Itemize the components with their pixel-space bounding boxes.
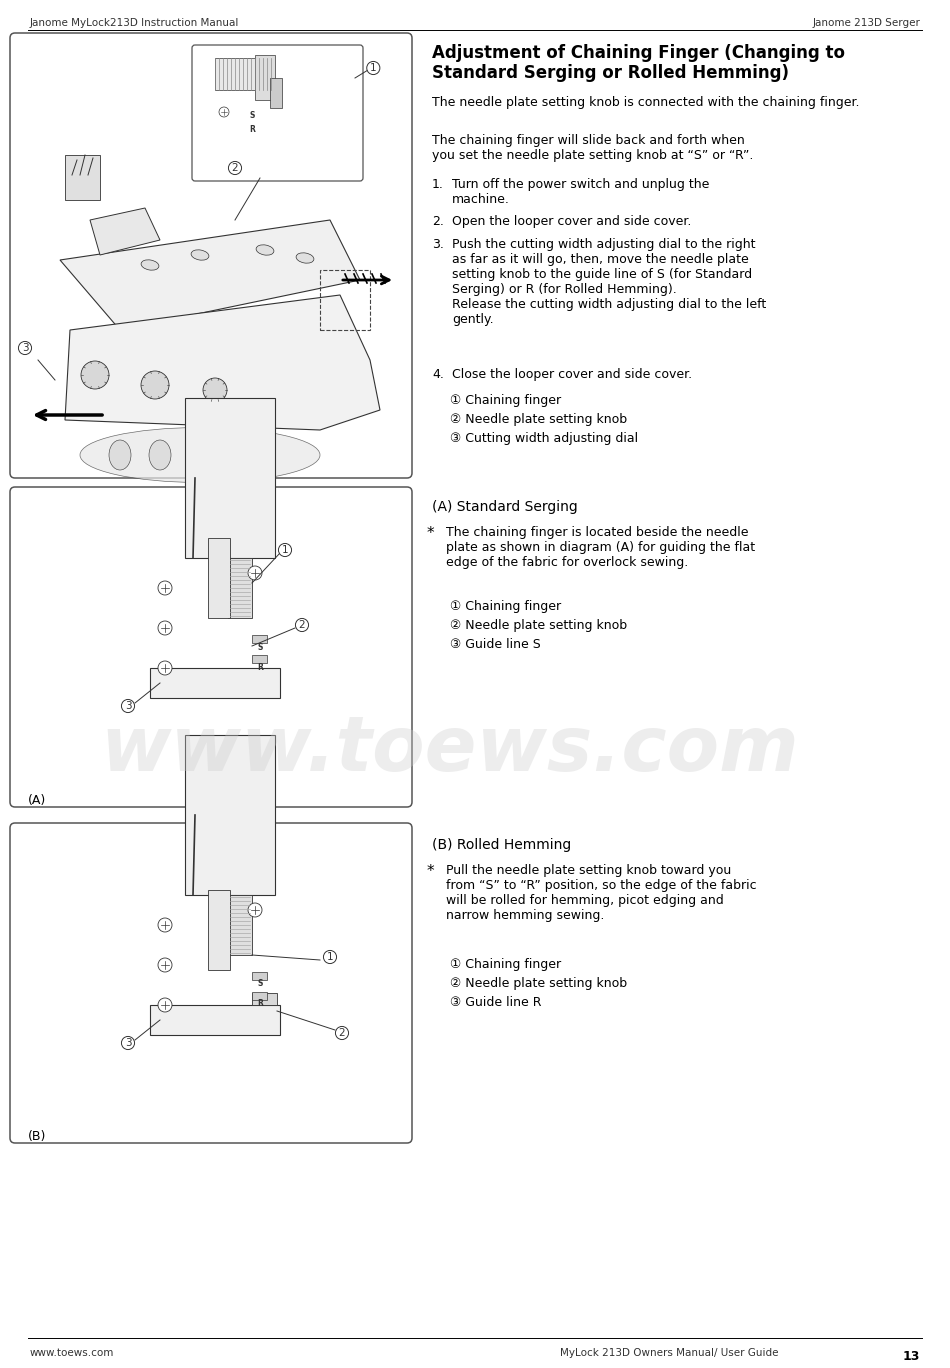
Text: www.toews.com: www.toews.com bbox=[30, 1347, 114, 1358]
Bar bbox=[185, 735, 275, 895]
Circle shape bbox=[248, 903, 262, 917]
Text: *: * bbox=[427, 865, 434, 880]
Circle shape bbox=[141, 371, 169, 399]
Circle shape bbox=[158, 621, 172, 635]
Text: 2: 2 bbox=[298, 620, 305, 631]
Text: Open the looper cover and side cover.: Open the looper cover and side cover. bbox=[452, 215, 692, 228]
Text: S: S bbox=[249, 111, 255, 119]
Text: Adjustment of Chaining Finger (Changing to: Adjustment of Chaining Finger (Changing … bbox=[432, 44, 845, 62]
Ellipse shape bbox=[142, 260, 159, 269]
Text: 4.: 4. bbox=[432, 368, 444, 382]
Text: *: * bbox=[427, 527, 434, 540]
Text: ② Needle plate setting knob: ② Needle plate setting knob bbox=[450, 618, 627, 632]
Text: S: S bbox=[257, 643, 263, 651]
Text: 1.: 1. bbox=[432, 178, 444, 192]
FancyBboxPatch shape bbox=[10, 824, 412, 1144]
Text: ③ Guide line S: ③ Guide line S bbox=[450, 637, 541, 651]
Text: Pull the needle plate setting knob toward you
from “S” to “R” position, so the e: Pull the needle plate setting knob towar… bbox=[446, 865, 756, 922]
Bar bbox=[150, 668, 280, 698]
Polygon shape bbox=[60, 220, 360, 330]
Text: (A): (A) bbox=[28, 793, 47, 807]
Circle shape bbox=[158, 999, 172, 1012]
Circle shape bbox=[219, 107, 229, 118]
Text: 13: 13 bbox=[902, 1350, 920, 1363]
Ellipse shape bbox=[109, 440, 131, 471]
Bar bbox=[252, 655, 267, 663]
Ellipse shape bbox=[80, 427, 320, 483]
Text: MyLock 213D Owners Manual/ User Guide: MyLock 213D Owners Manual/ User Guide bbox=[560, 1347, 778, 1358]
Bar bbox=[252, 973, 267, 979]
Text: 1: 1 bbox=[327, 952, 333, 962]
Text: ③ Guide line R: ③ Guide line R bbox=[450, 996, 541, 1010]
Ellipse shape bbox=[256, 245, 274, 256]
Ellipse shape bbox=[189, 440, 211, 471]
Text: (B): (B) bbox=[28, 1130, 47, 1144]
Bar bbox=[228, 895, 252, 955]
Polygon shape bbox=[65, 295, 380, 430]
Bar bbox=[320, 269, 370, 330]
Circle shape bbox=[158, 661, 172, 674]
Circle shape bbox=[203, 378, 227, 402]
Bar bbox=[252, 992, 267, 1000]
Text: www.toews.com: www.toews.com bbox=[101, 713, 799, 787]
Text: R: R bbox=[257, 662, 263, 672]
Bar bbox=[208, 891, 230, 970]
Bar bbox=[150, 1005, 280, 1036]
Bar bbox=[65, 155, 100, 200]
Bar bbox=[252, 635, 267, 643]
Bar bbox=[228, 558, 252, 618]
Bar bbox=[270, 78, 282, 108]
Text: ① Chaining finger: ① Chaining finger bbox=[450, 394, 561, 408]
Circle shape bbox=[158, 918, 172, 932]
Bar bbox=[185, 398, 275, 558]
FancyBboxPatch shape bbox=[192, 45, 363, 181]
Circle shape bbox=[158, 581, 172, 595]
Text: Janome 213D Serger: Janome 213D Serger bbox=[812, 18, 920, 27]
Polygon shape bbox=[90, 208, 160, 254]
Text: R: R bbox=[249, 126, 255, 134]
Text: Push the cutting width adjusting dial to the right
as far as it will go, then, m: Push the cutting width adjusting dial to… bbox=[452, 238, 767, 326]
Text: 1: 1 bbox=[282, 544, 288, 555]
Ellipse shape bbox=[296, 253, 314, 263]
Text: Janome MyLock213D Instruction Manual: Janome MyLock213D Instruction Manual bbox=[30, 18, 239, 27]
Text: The needle plate setting knob is connected with the chaining finger.: The needle plate setting knob is connect… bbox=[432, 96, 860, 109]
Text: ① Chaining finger: ① Chaining finger bbox=[450, 601, 561, 613]
Text: 3.: 3. bbox=[432, 238, 444, 250]
Text: The chaining finger will slide back and forth when
you set the needle plate sett: The chaining finger will slide back and … bbox=[432, 134, 753, 161]
Text: 2: 2 bbox=[339, 1027, 345, 1038]
Text: (B) Rolled Hemming: (B) Rolled Hemming bbox=[432, 839, 571, 852]
Circle shape bbox=[81, 361, 109, 389]
Text: (A) Standard Serging: (A) Standard Serging bbox=[432, 499, 578, 514]
FancyBboxPatch shape bbox=[10, 33, 412, 477]
Text: ① Chaining finger: ① Chaining finger bbox=[450, 958, 561, 971]
Text: ② Needle plate setting knob: ② Needle plate setting knob bbox=[450, 413, 627, 425]
Text: 1: 1 bbox=[370, 63, 376, 73]
Text: ③ Cutting width adjusting dial: ③ Cutting width adjusting dial bbox=[450, 432, 638, 445]
Text: S: S bbox=[257, 979, 263, 989]
Text: R: R bbox=[257, 1000, 263, 1008]
Text: ② Needle plate setting knob: ② Needle plate setting knob bbox=[450, 977, 627, 990]
Circle shape bbox=[158, 958, 172, 973]
Text: 2: 2 bbox=[232, 163, 238, 172]
Bar bbox=[252, 993, 277, 1005]
Text: 3: 3 bbox=[22, 343, 28, 353]
Text: 2.: 2. bbox=[432, 215, 444, 228]
Text: The chaining finger is located beside the needle
plate as shown in diagram (A) f: The chaining finger is located beside th… bbox=[446, 527, 755, 569]
Ellipse shape bbox=[229, 440, 251, 471]
Circle shape bbox=[248, 566, 262, 580]
FancyBboxPatch shape bbox=[10, 487, 412, 807]
Text: Turn off the power switch and unplug the
machine.: Turn off the power switch and unplug the… bbox=[452, 178, 710, 207]
Bar bbox=[215, 57, 270, 90]
Bar bbox=[255, 55, 275, 100]
Ellipse shape bbox=[191, 250, 209, 260]
Text: 3: 3 bbox=[124, 1038, 131, 1048]
Ellipse shape bbox=[149, 440, 171, 471]
Bar bbox=[208, 538, 230, 618]
Text: 3: 3 bbox=[124, 700, 131, 711]
Text: Close the looper cover and side cover.: Close the looper cover and side cover. bbox=[452, 368, 693, 382]
Text: Standard Serging or Rolled Hemming): Standard Serging or Rolled Hemming) bbox=[432, 64, 789, 82]
